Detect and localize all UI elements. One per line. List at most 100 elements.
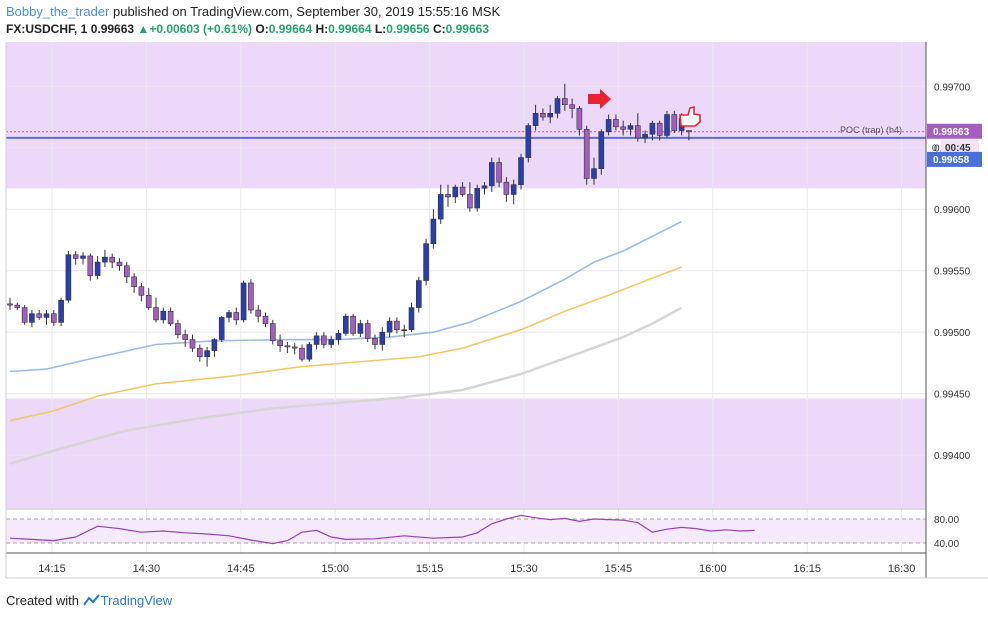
ma-fast-line	[9, 220, 682, 373]
candle	[342, 313, 349, 336]
candle	[583, 125, 590, 185]
candle-body	[576, 108, 583, 130]
x-tick-label: 15:45	[605, 563, 633, 575]
candle-body	[372, 338, 378, 345]
poc-tag-text: 0.99658	[933, 155, 970, 166]
candle-body	[503, 181, 510, 195]
candle	[532, 104, 539, 131]
candle-body	[481, 185, 488, 189]
candle	[386, 317, 393, 338]
candle	[561, 83, 568, 111]
candle	[488, 157, 495, 193]
candle	[284, 342, 291, 354]
candle-body	[306, 344, 313, 360]
candle-body	[131, 276, 137, 287]
candle	[306, 342, 313, 362]
candle	[328, 335, 335, 349]
candle	[467, 182, 473, 212]
candle-body	[518, 157, 524, 185]
candle-body	[233, 312, 240, 321]
candle-body	[408, 307, 415, 331]
candle	[649, 120, 656, 141]
candle-body	[437, 194, 444, 220]
candle-body	[189, 339, 196, 349]
candle	[43, 310, 50, 325]
ma-mid-line	[9, 266, 682, 422]
candle-body	[510, 184, 517, 195]
candle-body	[182, 334, 188, 340]
y-tick-label: 0.99500	[934, 328, 971, 339]
x-tick-label: 15:30	[510, 563, 538, 575]
supply-demand-zone	[6, 398, 926, 508]
candle-body	[153, 307, 159, 321]
candle	[321, 332, 327, 349]
candle-body	[423, 243, 429, 281]
candle-body	[124, 265, 130, 278]
candle-body	[145, 294, 152, 308]
candle	[401, 324, 408, 338]
candle-body	[72, 254, 79, 259]
rsi-line	[9, 514, 755, 545]
candle-body	[401, 329, 408, 332]
candle-body	[21, 307, 28, 323]
candle	[262, 312, 269, 328]
candle-body	[561, 98, 568, 106]
candle-body	[7, 303, 13, 306]
candle-body	[116, 261, 123, 267]
candle	[686, 130, 692, 141]
candle-body	[204, 350, 210, 358]
candle	[204, 346, 210, 367]
publish-info: published on TradingView.com, September …	[112, 4, 501, 19]
x-tick-label: 15:15	[416, 563, 444, 575]
candle-body	[664, 114, 670, 136]
countdown-text: 00:45	[945, 143, 971, 154]
candle	[72, 251, 79, 265]
candle-body	[211, 339, 218, 351]
candle	[197, 344, 203, 362]
candle-body	[87, 255, 94, 276]
candle-body	[109, 256, 115, 263]
candle-body	[14, 304, 21, 308]
candle-body	[240, 282, 247, 321]
candle	[131, 273, 137, 293]
ohlc-header: FX:USDCHF, 1 0.99663 ▲+0.00603 (+0.61%) …	[6, 22, 489, 36]
y-tick-label: 0.99550	[934, 267, 971, 278]
candle-body	[350, 315, 356, 334]
candle	[58, 297, 64, 327]
low-value: 0.99656	[386, 22, 430, 36]
candle-body	[686, 130, 692, 133]
candle	[36, 310, 43, 320]
rsi-band	[6, 519, 926, 543]
candle	[671, 110, 678, 133]
candle-body	[138, 286, 145, 296]
tradingview-brand[interactable]: TradingView	[100, 593, 173, 608]
candle	[124, 262, 130, 283]
candle-body	[613, 119, 619, 128]
candle-body	[321, 335, 327, 345]
author-link[interactable]: Bobby_the_trader	[6, 4, 110, 19]
candle	[269, 319, 276, 345]
candle-body	[467, 194, 473, 209]
ma-slow-line	[9, 306, 683, 465]
candle-body	[598, 131, 605, 169]
candle	[474, 184, 481, 212]
candle	[102, 249, 108, 268]
publish-header: Bobby_the_trader published on TradingVie…	[6, 4, 500, 19]
candle	[379, 327, 386, 351]
candle-body	[248, 282, 254, 311]
last-price: 0.99663	[90, 22, 135, 36]
candle	[627, 123, 634, 136]
candle	[408, 302, 415, 333]
candle	[576, 105, 583, 136]
candle	[218, 316, 225, 343]
candle-body	[269, 323, 276, 342]
candle-body	[29, 313, 35, 323]
candle-body	[554, 98, 561, 114]
candle-body	[197, 347, 203, 358]
candle-body	[627, 125, 634, 130]
countdown-tag	[941, 139, 979, 154]
candle-body	[547, 113, 554, 118]
candle-body	[175, 323, 181, 335]
candle-body	[50, 313, 57, 323]
